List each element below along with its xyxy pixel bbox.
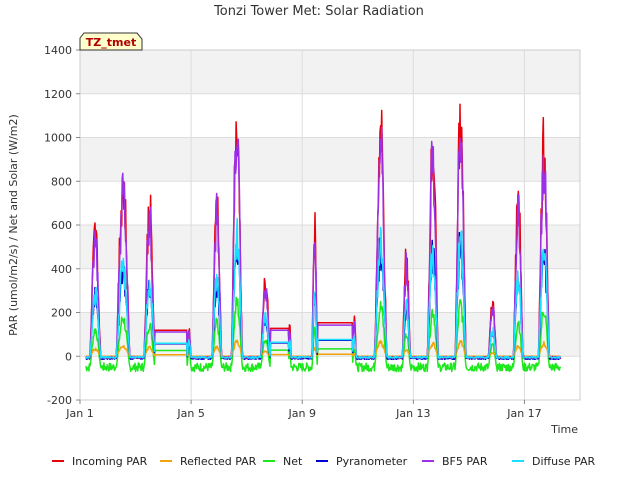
y-tick-label: 400 xyxy=(51,263,72,276)
legend-label: Diffuse PAR xyxy=(532,455,596,468)
y-tick-label: 1000 xyxy=(44,132,72,145)
series-line xyxy=(85,296,562,373)
badge-shape xyxy=(79,32,143,51)
legend-label: Reflected PAR xyxy=(180,455,257,468)
legend-label: Net xyxy=(283,455,303,468)
plot-band xyxy=(80,137,580,182)
station-badge: TZ_tmet xyxy=(79,32,143,51)
y-tick-label: 1200 xyxy=(44,88,72,101)
badge-label: TZ_tmet xyxy=(86,36,136,49)
series-line xyxy=(85,126,562,359)
y-axis-label: PAR (umol/m2/s) / Net and Solar (W/m2) xyxy=(7,114,20,336)
legend-label: Incoming PAR xyxy=(72,455,148,468)
x-axis-label: Time xyxy=(550,423,578,436)
legend-label: Pyranometer xyxy=(336,455,408,468)
y-tick-label: -200 xyxy=(47,394,72,407)
x-tick-label: Jan 17 xyxy=(506,407,541,420)
x-tick-label: Jan 9 xyxy=(287,407,315,420)
series-lines xyxy=(85,103,562,373)
chart-title: Tonzi Tower Met: Solar Radiation xyxy=(213,4,424,19)
x-tick-label: Jan 5 xyxy=(176,407,204,420)
series-line xyxy=(85,217,561,359)
legend-label: BF5 PAR xyxy=(442,455,488,468)
y-tick-label: 800 xyxy=(51,175,72,188)
x-tick-label: Jan 1 xyxy=(65,407,93,420)
y-tick-label: 600 xyxy=(51,219,72,232)
plot-band xyxy=(80,181,580,225)
y-axis-ticks: -200 0 200 400 600 800 1000 1200 1400 xyxy=(44,44,80,407)
x-tick-label: Jan 13 xyxy=(395,407,430,420)
x-axis-ticks: Jan 1 Jan 5 Jan 9 Jan 13 Jan 17 xyxy=(65,400,542,420)
legend: Incoming PAR Reflected PAR Net Pyranometer B… xyxy=(52,455,596,468)
plot-band xyxy=(80,225,580,269)
y-tick-label: 200 xyxy=(51,307,72,320)
plot-band xyxy=(80,93,580,138)
plot-band xyxy=(80,268,580,313)
y-tick-label: 0 xyxy=(65,350,72,363)
plot-band xyxy=(80,50,580,94)
y-tick-label: 1400 xyxy=(44,44,72,57)
